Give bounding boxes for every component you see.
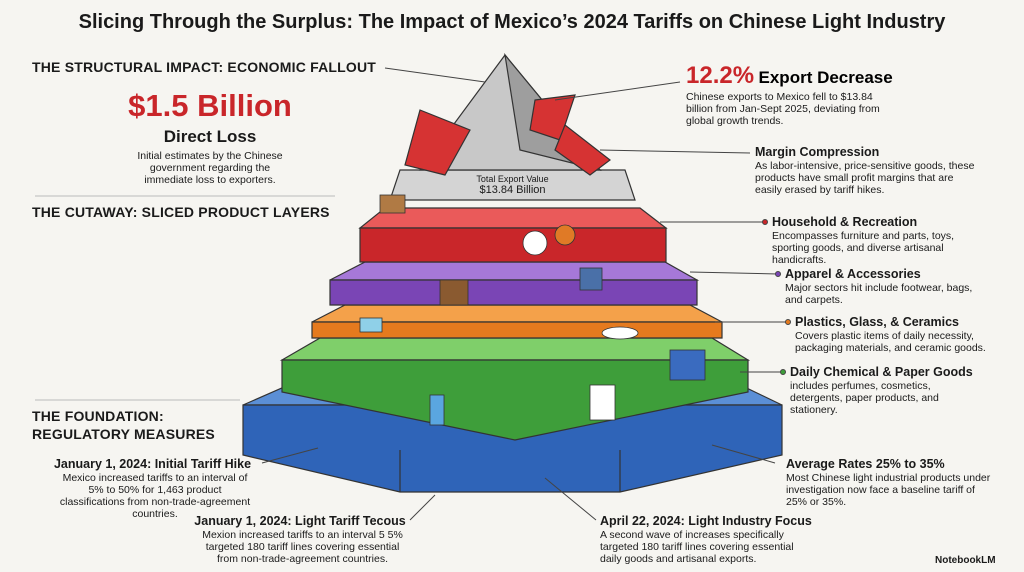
product [669,349,706,381]
layer-title: Apparel & Accessories [785,267,921,281]
decrease-head: 12.2% Export Decrease [686,62,893,90]
peak-label: Total Export Value [476,174,549,184]
decrease-value: 12.2% [686,62,755,89]
measure-text: Mexico increased tariffs to an interval … [59,472,251,520]
layer-title: Plastics, Glass, & Ceramics [795,315,959,329]
crack-shard [554,124,611,176]
dot [785,319,791,325]
measure-title: January 1, 2024: Light Tariff Tecous [194,514,406,528]
pyramid [242,52,783,493]
section-heading: THE FOUNDATION: [32,408,164,424]
measure-text: Most Chinese light industrial products u… [786,472,991,508]
crack-shard [404,109,471,176]
loss-value: $1.5 Billion [128,88,292,123]
purple-front [329,279,698,306]
leaders [35,67,791,521]
section-heading: THE CUTAWAY: SLICED PRODUCT LAYERS [32,204,330,220]
leader [261,447,319,464]
layer-title: Daily Chemical & Paper Goods [790,365,973,379]
product [522,230,548,256]
margin-title: Margin Compression [755,145,880,159]
decrease-label: Export Decrease [758,68,893,87]
section-heading: THE STRUCTURAL IMPACT: ECONOMIC FALLOUT [32,59,377,75]
dot [762,219,768,225]
peak-value: $13.84 Billion [479,184,546,196]
leader [711,444,776,464]
measure-title: April 22, 2024: Light Industry Focus [600,514,812,528]
leader [554,81,681,101]
product [439,279,469,306]
product [579,267,603,291]
title: Slicing Through the Surplus: The Impact … [78,11,946,33]
leader [599,149,751,154]
section-heading: REGULATORY MEASURES [32,426,215,442]
measure-title: Average Rates 25% to 35% [786,457,945,471]
leader [689,271,779,275]
loss-text: Initial estimates by the Chinese governm… [137,150,283,186]
layer-text: includes perfumes, cosmetics, detergents… [790,380,939,416]
leader [544,477,597,521]
dot [780,369,786,375]
measure-title: January 1, 2024: Initial Tariff Hike [53,457,252,471]
product [359,317,383,333]
loss-label: Direct Loss [163,127,257,146]
leader [409,494,436,521]
product [429,394,445,426]
product [554,224,576,246]
leader [384,67,486,83]
product [601,326,639,340]
layer-text: Major sectors hit include footwear, bags… [785,282,973,306]
products [359,194,706,426]
red-front [359,227,667,263]
margin-text: As labor-intensive, price-sensitive good… [755,160,975,196]
product [589,384,616,421]
layer-title: Household & Recreation [772,215,918,229]
decrease-text: Chinese exports to Mexico fell to $13.84… [686,91,880,127]
measure-text: Mexion increased tariffs to an interval … [202,529,403,565]
layer-text: Encompasses furniture and parts, toys, s… [772,230,955,266]
dot [775,271,781,277]
measure-text: A second wave of increases specifically … [600,529,794,565]
red-top [358,207,668,229]
purple-top [329,261,700,281]
product [379,194,406,214]
layer-text: Covers plastic items of daily necessity,… [795,330,986,354]
brand: NotebookLM [935,555,996,566]
